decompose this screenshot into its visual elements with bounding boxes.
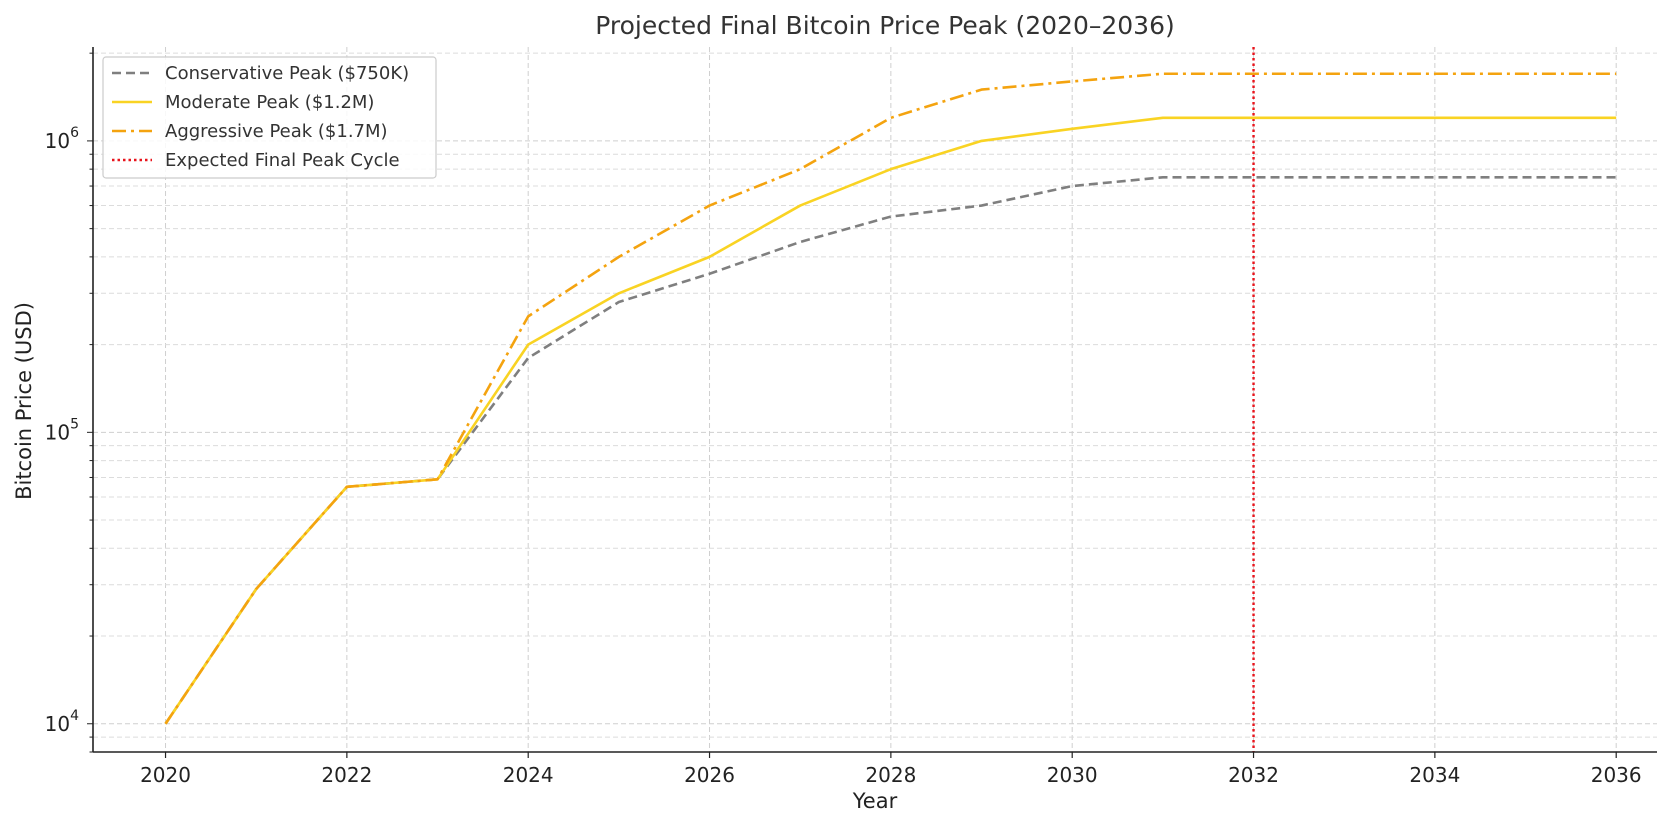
y-ticks: 104 105 106: [45, 52, 93, 753]
series-lines: [164, 72, 1617, 725]
x-tick-label: 2032: [1228, 763, 1279, 787]
x-tick-label: 2024: [503, 763, 554, 787]
y-axis-label: Bitcoin Price (USD): [12, 302, 36, 500]
y-tick-label: 104: [45, 708, 79, 736]
chart-title: Projected Final Bitcoin Price Peak (2020…: [595, 11, 1174, 40]
x-tick-label: 2028: [865, 763, 916, 787]
x-tick-label: 2034: [1409, 763, 1460, 787]
aggressive-series-line: [164, 72, 1617, 725]
legend-label: Aggressive Peak ($1.7M): [165, 121, 388, 142]
x-axis-label: Year: [852, 789, 898, 813]
x-tick-label: 2036: [1591, 763, 1642, 787]
axes: [92, 47, 1657, 753]
x-tick-label: 2030: [1047, 763, 1098, 787]
x-tick-label: 2026: [684, 763, 735, 787]
legend-box: [102, 56, 437, 179]
legend-label: Moderate Peak ($1.2M): [165, 92, 374, 113]
x-ticks: 2020 2022 2024 2026 2028 2030 2032 2034 2036: [140, 752, 1642, 787]
x-tick-label: 2020: [140, 763, 191, 787]
y-tick-label: 105: [45, 416, 79, 444]
y-tick-label: 106: [45, 125, 79, 153]
x-tick-label: 2022: [321, 763, 372, 787]
conservative-series-line: [164, 176, 1617, 725]
legend: Conservative Peak ($750K) Moderate Peak (…: [102, 56, 437, 179]
legend-label: Conservative Peak ($750K): [165, 63, 409, 84]
legend-items: Conservative Peak ($750K) Moderate Peak (…: [112, 63, 409, 171]
legend-label: Expected Final Peak Cycle: [165, 150, 400, 171]
